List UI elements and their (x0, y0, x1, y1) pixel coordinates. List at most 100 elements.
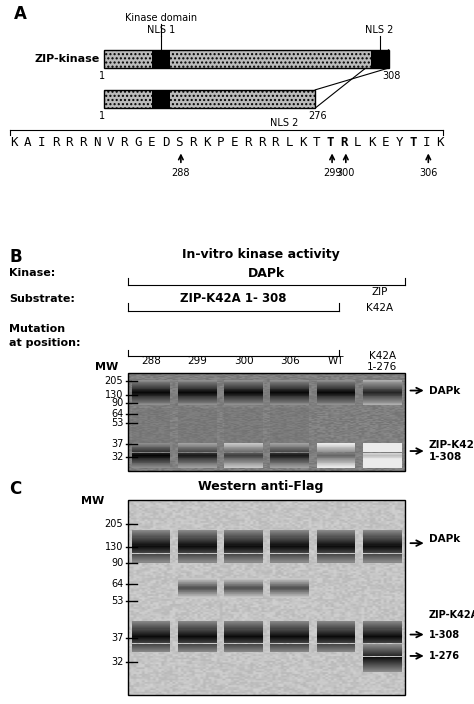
Bar (317, 398, 356, 399)
Bar (363, 622, 401, 623)
Bar (363, 634, 401, 635)
Bar (178, 395, 217, 396)
Bar (363, 631, 401, 633)
Bar (224, 392, 263, 393)
Bar (178, 399, 217, 400)
Text: 90: 90 (111, 558, 123, 567)
Bar (363, 452, 401, 453)
Bar (224, 624, 263, 625)
Bar (224, 446, 263, 448)
Bar (317, 551, 356, 553)
Bar (270, 404, 309, 406)
Text: ZIP-K42A
1-308: ZIP-K42A 1-308 (429, 440, 474, 462)
Bar (224, 560, 263, 562)
Bar (132, 391, 171, 392)
Bar (178, 531, 217, 532)
Bar (363, 459, 401, 460)
Bar (317, 629, 356, 631)
Bar (270, 621, 309, 622)
Bar (363, 457, 401, 458)
Text: S: S (175, 137, 183, 149)
Bar (224, 550, 263, 551)
Bar (270, 381, 309, 382)
Text: ZIP: ZIP (371, 287, 387, 296)
Text: L: L (285, 137, 293, 149)
Text: E: E (230, 137, 238, 149)
Text: A: A (24, 137, 32, 149)
Bar (132, 643, 171, 645)
Bar (363, 629, 401, 631)
Bar (132, 404, 171, 406)
Bar (270, 549, 309, 550)
Text: I: I (423, 137, 430, 149)
Text: P: P (217, 137, 224, 149)
Bar (270, 395, 309, 396)
Bar (178, 650, 217, 651)
Text: 64: 64 (111, 579, 123, 589)
Bar (224, 533, 263, 534)
Bar (270, 643, 309, 645)
Bar (270, 452, 309, 453)
Text: 300: 300 (234, 356, 253, 366)
Text: DAPk: DAPk (248, 267, 285, 279)
Bar (363, 651, 401, 652)
Bar (270, 539, 309, 540)
Bar (132, 390, 171, 391)
Bar (363, 384, 401, 385)
Bar (270, 550, 309, 551)
Bar (363, 540, 401, 541)
Bar (178, 557, 217, 558)
Bar (178, 453, 217, 454)
Bar (178, 444, 217, 445)
Bar (363, 455, 401, 456)
Bar (317, 646, 356, 647)
Bar (132, 449, 171, 450)
Bar (317, 538, 356, 539)
Bar (363, 389, 401, 390)
Bar (317, 458, 356, 459)
Bar (317, 395, 356, 396)
Bar (317, 559, 356, 560)
Bar (270, 541, 309, 542)
Bar (363, 657, 401, 658)
Bar (178, 401, 217, 402)
Bar (363, 667, 401, 668)
Bar (224, 535, 263, 536)
Bar (270, 397, 309, 398)
Bar (178, 465, 217, 466)
Bar (363, 627, 401, 629)
Bar (132, 542, 171, 543)
Bar (270, 633, 309, 634)
Bar (132, 397, 171, 398)
Bar (224, 466, 263, 467)
Bar (132, 551, 171, 553)
Bar (363, 536, 401, 538)
Bar (363, 651, 401, 652)
Bar (132, 633, 171, 634)
Bar (317, 534, 356, 535)
Bar (363, 646, 401, 647)
Bar (224, 631, 263, 633)
Bar (224, 649, 263, 650)
Bar (270, 547, 309, 548)
Bar (363, 380, 401, 381)
Bar (363, 388, 401, 389)
Bar (132, 461, 171, 462)
Bar (224, 553, 263, 555)
Bar (224, 532, 263, 533)
Text: DAPk: DAPk (429, 386, 460, 396)
Bar (363, 532, 401, 533)
Bar (363, 463, 401, 464)
Bar (317, 389, 356, 390)
Bar (178, 558, 217, 559)
Bar (132, 446, 171, 448)
Text: 205: 205 (105, 519, 123, 529)
Text: 306: 306 (419, 168, 438, 177)
Text: R: R (65, 137, 73, 149)
Bar (363, 633, 401, 634)
Bar (317, 544, 356, 546)
Bar (317, 621, 356, 622)
Bar (363, 550, 401, 551)
Bar (224, 650, 263, 651)
Bar (132, 384, 171, 385)
